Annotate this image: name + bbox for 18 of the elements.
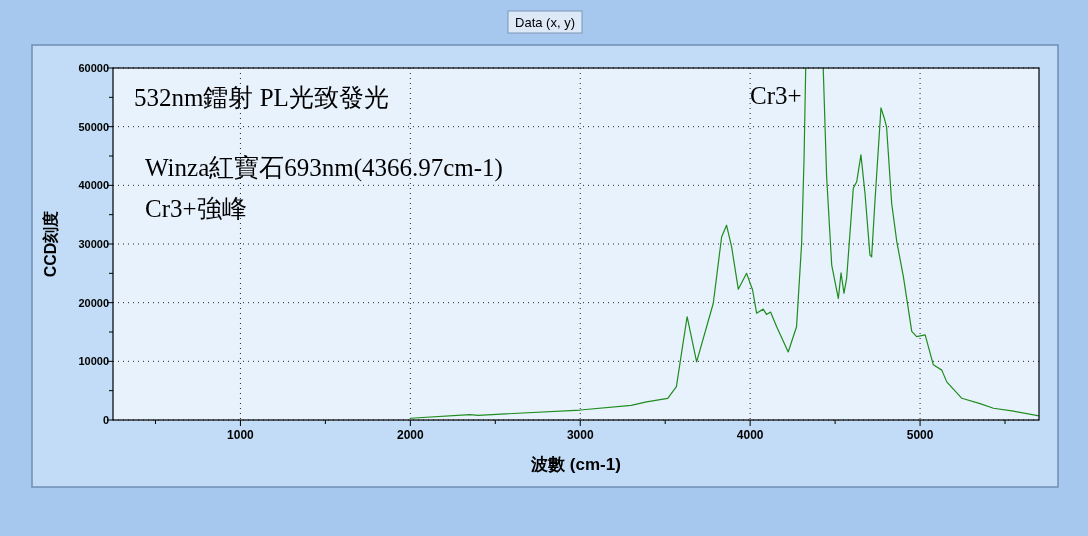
x-tick-label: 2000 (396, 428, 425, 442)
annotation: Cr3+ (750, 82, 802, 109)
x-axis-title: 波數 (cm-1) (530, 455, 621, 474)
x-tick-label: 3000 (566, 428, 594, 442)
y-tick-label: 20000 (78, 296, 109, 309)
x-tick-label: 4000 (736, 428, 764, 442)
text: 532nm鐳射 PL光致發光 (134, 84, 389, 111)
y-tick-label: 40000 (78, 179, 109, 192)
y-tick-label: 30000 (78, 238, 109, 250)
text: Data (x, y) (515, 15, 575, 30)
x-tick-label: 1000 (227, 428, 255, 442)
x-tick-label: 5000 (906, 428, 934, 442)
y-tick-label: 60000 (78, 62, 109, 74)
y-tick-label: 10000 (78, 355, 109, 368)
y-axis-title: CCD刻度 (41, 210, 59, 278)
y-tick-label: 0 (102, 414, 109, 426)
annotation: Winza紅寶石693nm(4366.97cm-1) Cr3+強峰 (145, 154, 503, 222)
y-tick-label: 50000 (78, 120, 109, 133)
